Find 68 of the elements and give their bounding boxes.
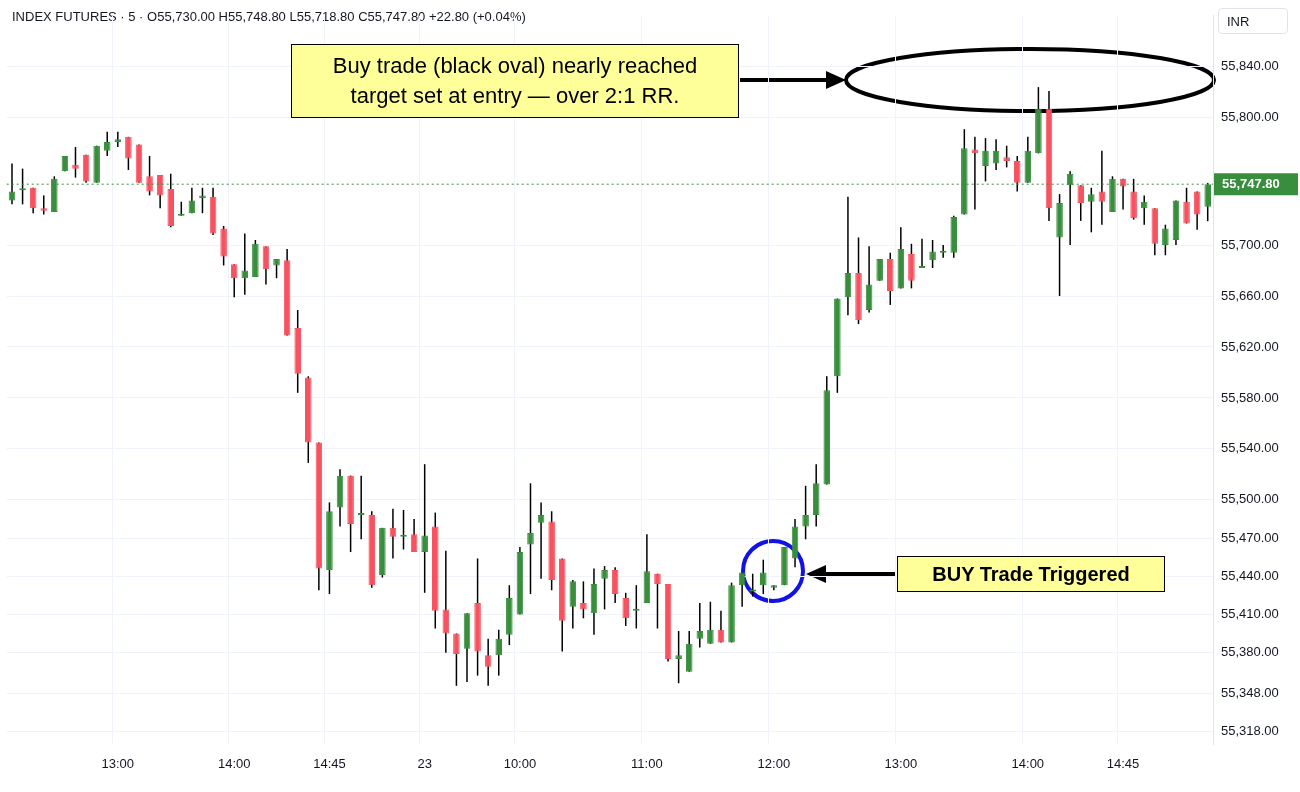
- candlestick: [40, 194, 48, 216]
- candlestick: [1162, 223, 1169, 257]
- y-tick-label: 55,380.00: [1221, 644, 1279, 660]
- candlestick: [654, 572, 661, 630]
- chart-title: INDEX FUTURES · 5 · O55,730.00 H55,748.80 L55,718.80 C55,747.80 +22.80 (+0.04%): [12, 9, 526, 24]
- candlestick: [442, 550, 450, 654]
- y-tick-label: 55,410.00: [1221, 606, 1279, 622]
- candlestick: [760, 558, 767, 595]
- candlestick: [146, 155, 153, 197]
- x-tick-label: 13:00: [101, 755, 135, 771]
- x-tick-label: 14:00: [1011, 755, 1045, 771]
- candlestick: [125, 136, 132, 171]
- y-tick-label: 55,800.00: [1221, 109, 1279, 125]
- candlestick: [188, 187, 196, 214]
- x-tick-label: 13:00: [884, 755, 918, 771]
- y-tick-label: 55,700.00: [1221, 236, 1279, 252]
- candlestick: [453, 632, 460, 687]
- x-tick-label: 11:00: [631, 755, 663, 771]
- y-axis-title: INR: [1218, 8, 1288, 34]
- x-tick-label: 10:00: [503, 755, 537, 771]
- candlestick: [527, 482, 534, 595]
- candlestick: [421, 463, 428, 594]
- candlestick: [1088, 187, 1095, 234]
- candlestick: [114, 130, 122, 148]
- y-tick-label: 55,470.00: [1221, 529, 1279, 545]
- candlestick: [1140, 194, 1148, 226]
- y-tick-label: 55,540.00: [1221, 440, 1279, 456]
- candlestick: [675, 630, 682, 685]
- candlestick: [802, 485, 809, 541]
- y-tick-label: 55,580.00: [1221, 389, 1279, 405]
- y-tick-label: 55,440.00: [1221, 567, 1279, 583]
- y-tick-label: 55,660.00: [1221, 287, 1279, 303]
- candlestick: [696, 602, 704, 649]
- x-tick-label: 14:45: [1106, 755, 1140, 771]
- text-box: BUY Trade Triggered: [897, 556, 1165, 592]
- candlestick: [929, 239, 936, 269]
- x-tick-label: 12:00: [757, 755, 791, 771]
- ref-line-label: 55,747.80: [1222, 175, 1280, 191]
- candlestick: [103, 130, 111, 157]
- candlestick: [918, 237, 926, 269]
- y-tick-label: 55,348.00: [1221, 685, 1279, 701]
- candlestick: [580, 580, 587, 620]
- x-tick-label: 14:45: [313, 755, 346, 771]
- candlestick: [992, 138, 1000, 171]
- candlestick: [273, 258, 280, 279]
- y-tick-label: 55,620.00: [1221, 338, 1279, 354]
- candlestick: [357, 474, 365, 541]
- candlestick: [622, 592, 630, 627]
- candlestick: [199, 187, 206, 214]
- candlestick: [484, 637, 492, 687]
- y-tick-label: 55,500.00: [1221, 491, 1279, 507]
- candlestick: [537, 501, 545, 580]
- candlestick: [601, 565, 608, 611]
- y-tick-label: 55,840.00: [1221, 58, 1279, 74]
- candlestick: [569, 579, 577, 630]
- text-box: Buy trade (black oval) nearly reached target set at entry — over 2:1 RR.: [291, 44, 739, 118]
- x-tick-label: 14:00: [217, 755, 251, 771]
- candlestick: [707, 600, 714, 645]
- candlestick: [1183, 187, 1190, 225]
- candlestick: [738, 571, 746, 608]
- candlestick: [1077, 184, 1085, 222]
- candlestick: [495, 629, 503, 677]
- candlestick: [982, 137, 989, 183]
- candlestick: [1013, 155, 1021, 193]
- candlestick: [72, 146, 79, 179]
- y-tick-label: 55,318.00: [1221, 723, 1279, 739]
- candlestick: [1003, 144, 1010, 169]
- x-tick-label: 23: [417, 755, 432, 771]
